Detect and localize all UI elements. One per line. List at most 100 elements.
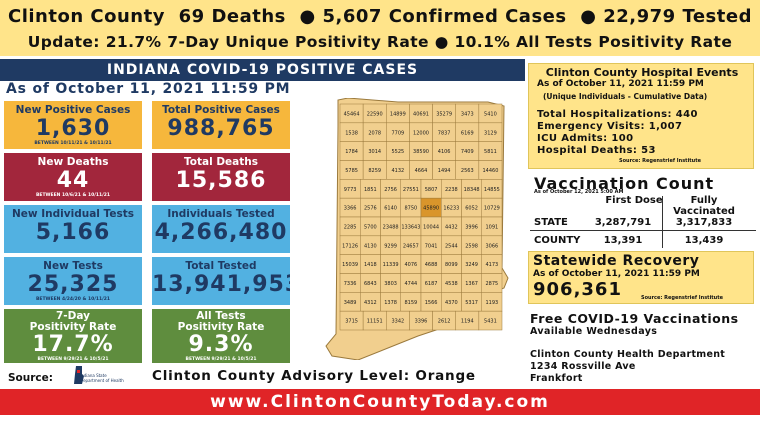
banner-line-1: Clinton County 69 Deaths ● 5,607 Confirm…: [4, 3, 756, 29]
vaccination-as-of: As of October 12, 2021 5:00 AM: [534, 189, 624, 195]
vaccination-days: Available Wednesdays: [530, 326, 658, 337]
county-value: 6843: [364, 281, 377, 287]
county-value: 2576: [364, 206, 377, 212]
county-value: 7041: [425, 243, 438, 249]
top-banner: Clinton County 69 Deaths ● 5,607 Confirm…: [0, 0, 760, 56]
county-value: 2285: [344, 224, 357, 230]
advisory-level: Clinton County Advisory Level: Orange: [152, 368, 476, 384]
tile-value: 1,630: [35, 116, 111, 141]
county-value: 1566: [425, 300, 438, 306]
county-value: 3014: [368, 149, 381, 155]
hospital-title: Clinton County Hospital Events: [545, 66, 739, 79]
tile-note: BETWEEN 9/29/21 & 10/5/21: [37, 357, 109, 362]
county-value: 24657: [403, 243, 419, 249]
tile-label: Total Deaths: [183, 156, 258, 168]
county-value: 4132: [391, 168, 404, 174]
county-value: 1418: [364, 262, 377, 268]
county-value: 12000: [413, 130, 429, 136]
county-value: 3129: [484, 130, 497, 136]
county-value: 23488: [383, 224, 399, 230]
tile-note: BETWEEN 10/11/21 & 10/11/21: [34, 141, 112, 146]
county-grid: [339, 103, 503, 331]
tile-total-tested: Total Tested 13,941,953: [152, 257, 290, 305]
county-cell: [478, 310, 503, 331]
county-value: 14899: [390, 111, 406, 117]
county-value: 5317: [465, 300, 478, 306]
tile-value: 5,166: [35, 220, 111, 245]
recovery-as-of: As of October 11, 2021 11:59 PM: [533, 269, 700, 279]
tile-label: New Tests: [43, 260, 103, 272]
vaccination-county-first: 13,391: [603, 235, 643, 246]
county-value: 3473: [461, 111, 474, 117]
county-value: 2598: [465, 243, 478, 249]
hospital-total: Total Hospitalizations: 440: [537, 109, 698, 120]
county-value: 10729: [484, 206, 500, 212]
tile-new-deaths: New Deaths 44 BETWEEN 10/6/21 & 10/11/21: [4, 153, 142, 201]
county-value: 11151: [367, 319, 383, 325]
county-value: 2078: [368, 130, 381, 136]
indiana-county-map: 45464 22590 14899 40691 35279 3473 5410 1538 207…: [325, 98, 509, 360]
county-value: 45890: [423, 206, 439, 212]
hospital-subtitle: (Unique Individuals - Cumulative Data): [543, 92, 708, 101]
footer-url[interactable]: www.ClintonCountyToday.com: [0, 389, 760, 415]
tile-new-tests: New Tests 25,325 BETWEEN 4/24/20 & 10/11…: [4, 257, 142, 305]
tile-value: 13,941,953: [152, 272, 290, 297]
county-value: 5700: [364, 224, 377, 230]
vaccination-title: Vaccination Count: [534, 174, 715, 193]
tile-total-positive: Total Positive Cases 988,765: [152, 101, 290, 149]
county-labels: 45464 22590 14899 40691 35279 3473 5410 1538 207…: [342, 111, 500, 324]
county-value: 4432: [445, 224, 458, 230]
county-value: 2544: [445, 243, 458, 249]
county-value: 11339: [383, 262, 399, 268]
tile-value: 9.3%: [188, 332, 254, 357]
tile-value: 17.7%: [32, 332, 114, 357]
county-value: 133643: [401, 224, 420, 230]
county-value: 1851: [364, 187, 377, 193]
vaccination-state-full: 3,317,833: [675, 217, 733, 228]
county-value: 1784: [345, 149, 358, 155]
tile-value: 988,765: [167, 116, 275, 141]
county-value: 3342: [391, 319, 404, 325]
tile-label: New Individual Tests: [12, 208, 134, 220]
county-value: 45464: [344, 111, 360, 117]
tile-note: BETWEEN 9/29/21 & 10/5/21: [185, 357, 257, 362]
tile-label: Positivity Rate: [29, 321, 117, 333]
county-value: 7336: [344, 281, 357, 287]
tile-total-deaths: Total Deaths 15,586: [152, 153, 290, 201]
vaccination-state-label: STATE: [534, 217, 568, 228]
county-value: 4538: [445, 281, 458, 287]
county-value: 8099: [445, 262, 458, 268]
county-value: 4173: [486, 262, 499, 268]
county-value: 5811: [484, 149, 497, 155]
county-value: 1494: [438, 168, 451, 174]
county-value: 3489: [344, 300, 357, 306]
county-value: 5525: [391, 149, 404, 155]
county-value: 1378: [384, 300, 397, 306]
tile-value: 44: [56, 168, 90, 193]
county-value: 22590: [367, 111, 383, 117]
county-value: 35279: [436, 111, 452, 117]
county-value: 14855: [484, 187, 500, 193]
banner-county: Clinton County: [8, 5, 165, 27]
health-dept-name: Clinton County Health Department: [530, 349, 726, 360]
banner-tested: ● 22,979 Tested: [580, 5, 752, 27]
tile-note: BETWEEN 10/6/21 & 10/11/21: [35, 193, 111, 198]
state-header: INDIANA COVID-19 POSITIVE CASES: [0, 59, 525, 81]
vaccination-divider: [662, 196, 663, 248]
tile-label: New Deaths: [37, 156, 109, 168]
logo-line-2: Department of Health: [80, 377, 124, 383]
hospital-icu: ICU Admits: 100: [537, 133, 634, 144]
county-value: 8259: [368, 168, 381, 174]
county-value: 2612: [438, 319, 451, 325]
logo-line-1: Indiana State: [80, 373, 107, 378]
county-value: 4664: [415, 168, 428, 174]
county-value: 38590: [413, 149, 429, 155]
county-value: 8159: [405, 300, 418, 306]
county-value: 1538: [345, 130, 358, 136]
county-value: 7709: [391, 130, 404, 136]
county-value: 4370: [445, 300, 458, 306]
county-value: 3366: [344, 206, 357, 212]
tile-note: BETWEEN 4/24/20 & 10/11/21: [35, 297, 111, 302]
county-value: 3715: [345, 319, 358, 325]
vaccination-row-divider: [530, 230, 756, 231]
